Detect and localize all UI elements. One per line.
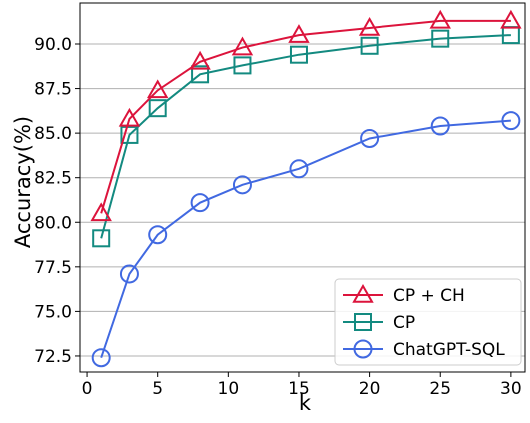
data-point-cp [120, 125, 139, 144]
legend: CP + CH CP ChatGPT-SQL [334, 278, 522, 366]
x-tick-label: 25 [429, 379, 451, 399]
y-tick-label: 75.0 [34, 302, 72, 322]
x-tick-label: 0 [82, 379, 93, 399]
legend-label: CP + CH [393, 286, 465, 306]
legend-box [334, 278, 522, 366]
data-point-cp-ch [90, 202, 112, 222]
data-point-chatgpt-sql [148, 225, 168, 245]
legend-marker [354, 313, 372, 331]
legend-entry-cp: CP [343, 313, 415, 333]
x-tick-label: 15 [288, 379, 310, 399]
data-point-cp [148, 99, 167, 118]
data-point-cp [191, 65, 210, 84]
data-point-chatgpt-sql [232, 175, 252, 195]
data-point-chatgpt-sql [119, 264, 139, 284]
x-axis-title: k [299, 391, 312, 415]
data-point-cp-ch [118, 107, 141, 127]
series-line-cp-ch [100, 19, 511, 214]
series-layer [90, 9, 522, 368]
y-tick-label: 87.5 [34, 80, 72, 100]
legend-entry-cp-ch: CP + CH [343, 283, 465, 306]
y-tick-label: 85.0 [34, 124, 72, 144]
data-point-cp-ch [146, 79, 169, 99]
data-point-chatgpt-sql [360, 128, 380, 148]
data-point-chatgpt-sql [430, 116, 450, 136]
y-tick-label: 90.0 [34, 35, 72, 55]
series-chatgpt-sql [91, 111, 521, 368]
y-axis-title: Accuracy(%) [11, 116, 35, 248]
plot-frame [79, 2, 526, 373]
series-line-cp [100, 34, 511, 239]
y-tick-label: 72.5 [34, 347, 72, 367]
data-point-cp-ch [358, 16, 381, 36]
data-point-cp [92, 229, 111, 248]
legend-marker [352, 283, 374, 303]
data-point-cp-ch [288, 24, 310, 43]
data-point-cp [289, 45, 308, 64]
legend-marker [353, 339, 373, 359]
data-point-chatgpt-sql [501, 111, 521, 131]
y-tick-label: 77.5 [34, 258, 72, 278]
legend-entry-chatgpt-sql: ChatGPT-SQL [343, 339, 505, 360]
data-point-cp [431, 29, 450, 48]
data-point-cp [233, 56, 252, 75]
legend-label: CP [393, 313, 415, 333]
data-point-cp-ch [429, 9, 451, 29]
data-point-cp-ch [231, 36, 254, 56]
series-cp [92, 26, 520, 248]
data-point-cp-ch [189, 50, 211, 70]
x-tick-label: 30 [500, 379, 522, 399]
x-tick-label: 5 [152, 379, 163, 399]
x-tick-label: 20 [359, 379, 381, 399]
y-tick-label: 82.5 [34, 169, 72, 189]
data-point-cp-ch [500, 9, 522, 29]
y-tick-label: 80.0 [34, 213, 72, 233]
legend-label: ChatGPT-SQL [393, 340, 505, 360]
data-point-chatgpt-sql [91, 348, 111, 368]
x-tick-label: 10 [218, 379, 240, 399]
series-line-chatgpt-sql [100, 119, 511, 359]
data-point-chatgpt-sql [190, 193, 210, 213]
axis-ticks: 72.5 75.0 77.5 80.0 82.5 85.0 87.5 90.0 0 5 10 15 20… [34, 35, 522, 399]
data-point-chatgpt-sql [289, 159, 309, 179]
data-point-cp [360, 36, 379, 55]
series-cp-ch [90, 9, 522, 222]
